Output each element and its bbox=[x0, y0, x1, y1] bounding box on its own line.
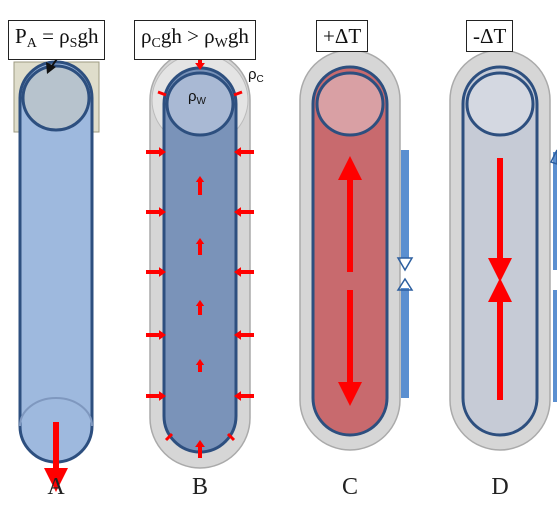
pressure-arrow-head bbox=[159, 147, 166, 157]
eq-b-part3: gh bbox=[227, 24, 249, 48]
panel-c-side-arrow-top bbox=[401, 150, 409, 258]
panel-c-side-arrow-top-head bbox=[396, 257, 414, 272]
panel-c-side-arrow-bottom-head bbox=[396, 277, 414, 291]
panel-b-letter: B bbox=[191, 474, 208, 500]
pressure-arrow-head bbox=[234, 267, 241, 277]
rho-w-label: ρW bbox=[188, 88, 206, 107]
panel-b-top-cap bbox=[165, 71, 235, 137]
panel-d-equation: -ΔT bbox=[466, 20, 514, 52]
pressure-arrow-head bbox=[195, 176, 205, 182]
panel-c-side-arrow-bottom bbox=[401, 288, 409, 398]
pressure-arrow-head bbox=[159, 391, 166, 401]
pressure-arrow-head bbox=[234, 147, 241, 157]
panel-a-letter: A bbox=[47, 474, 65, 500]
pressure-arrow-head bbox=[159, 267, 166, 277]
pressure-arrow bbox=[233, 90, 243, 97]
rho-w-sub: W bbox=[196, 96, 206, 107]
eq-a-part2: = ρ bbox=[36, 24, 70, 48]
panel-b-equation: ρCgh > ρWgh bbox=[134, 20, 256, 60]
eq-b-part1: ρ bbox=[141, 24, 152, 48]
panel-c-letter: C bbox=[341, 474, 358, 500]
pressure-arrow bbox=[164, 432, 174, 442]
eq-b-sub1: C bbox=[151, 36, 161, 51]
panel-c bbox=[299, 49, 414, 451]
panel-a-top-cap bbox=[21, 64, 91, 132]
pressure-arrow-head bbox=[195, 440, 205, 447]
panel-b-pressure-arrows bbox=[146, 56, 254, 458]
panel-d-letter: D bbox=[491, 474, 509, 500]
panel-c-equation: +ΔT bbox=[316, 20, 369, 52]
panel-a-pointer-head bbox=[46, 62, 56, 74]
pressure-arrow-head bbox=[195, 300, 205, 306]
pressure-arrow-head bbox=[234, 330, 241, 340]
eq-b-sub2: W bbox=[214, 36, 228, 51]
panel-c-top-cap bbox=[315, 71, 385, 137]
eq-a-part1: P bbox=[15, 24, 27, 48]
panel-a-bottom-cap bbox=[19, 397, 93, 427]
pressure-arrow bbox=[157, 90, 167, 97]
pressure-arrow-head bbox=[195, 238, 205, 244]
panel-d-side-arrow-top bbox=[553, 152, 557, 270]
panel-d-side-arrow-bottom bbox=[553, 290, 557, 402]
pressure-arrow bbox=[226, 432, 236, 442]
rho-c-sub: C bbox=[256, 74, 264, 85]
pressure-arrow-head bbox=[234, 207, 241, 217]
rho-w-base: ρ bbox=[188, 88, 197, 105]
panel-d-side-arrow-top-head bbox=[549, 149, 557, 165]
panel-a bbox=[13, 43, 100, 492]
panel-d-top-cap bbox=[465, 71, 535, 137]
eq-b-part2: gh > ρ bbox=[160, 24, 215, 48]
panel-b-tube bbox=[162, 66, 238, 454]
eq-a-part3: gh bbox=[77, 24, 99, 48]
panel-b bbox=[146, 49, 254, 469]
panel-a-equation: PA = ρSgh bbox=[8, 20, 106, 60]
panel-d bbox=[449, 49, 557, 451]
eq-a-sub1: A bbox=[26, 36, 37, 51]
pressure-arrow-head bbox=[159, 330, 166, 340]
rho-c-base: ρ bbox=[248, 66, 257, 83]
pressure-arrow-head bbox=[195, 359, 205, 365]
pressure-arrow-head bbox=[159, 207, 166, 217]
pressure-arrow-head bbox=[234, 391, 241, 401]
pressure-arrow-head bbox=[195, 63, 205, 70]
rho-c-label: ρC bbox=[248, 66, 264, 85]
eq-a-sub2: S bbox=[69, 36, 78, 51]
